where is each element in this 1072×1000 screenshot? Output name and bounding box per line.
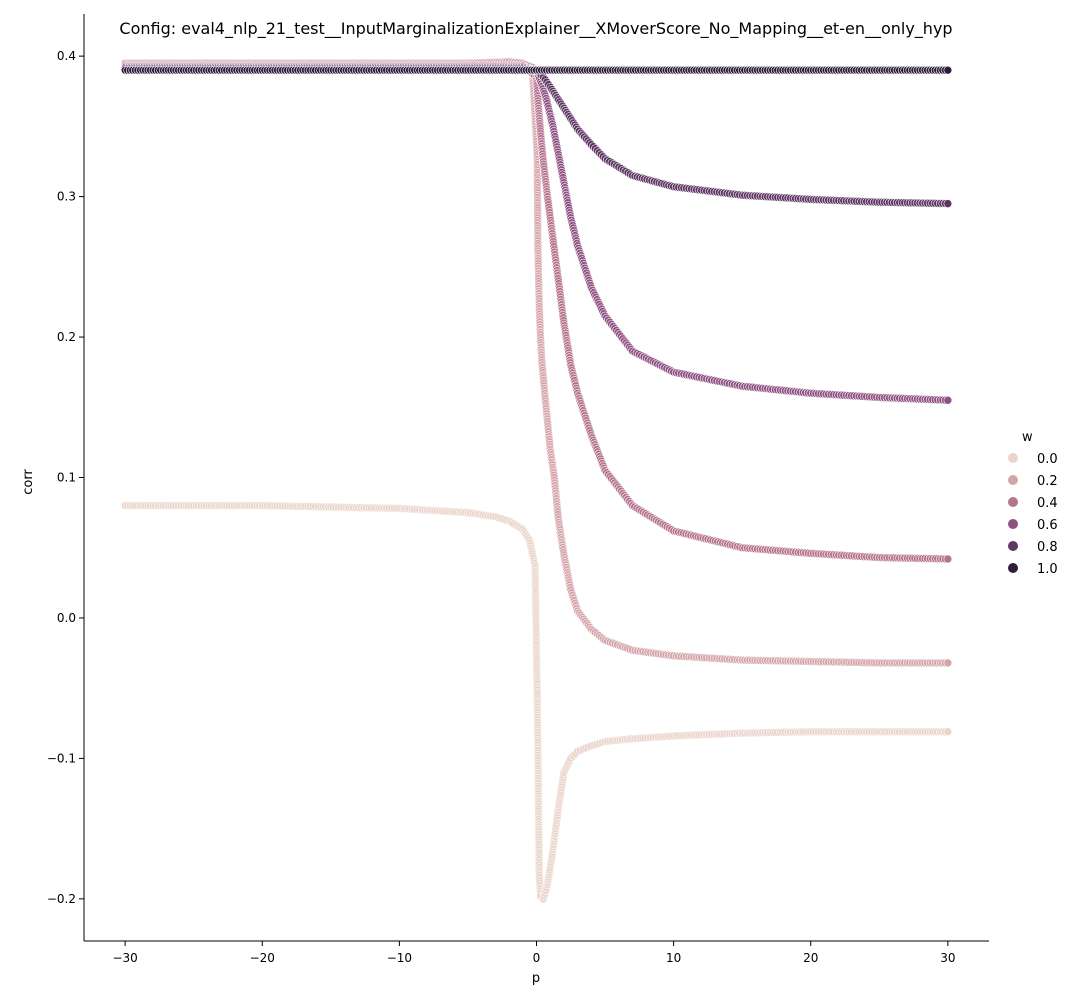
data-point xyxy=(943,727,953,737)
legend: w 0.0 0.2 0.4 0.6 0.8 1.0 xyxy=(1008,430,1058,577)
y-tick-label: 0.3 xyxy=(57,190,76,204)
legend-label: 0.4 xyxy=(1037,496,1058,511)
legend-marker xyxy=(1008,453,1018,463)
y-tick-label: −0.1 xyxy=(47,751,76,765)
x-axis-label: p xyxy=(532,971,540,986)
y-tick-label: 0.2 xyxy=(57,330,76,344)
legend-marker xyxy=(1008,497,1018,507)
data-point xyxy=(943,395,953,405)
data-point xyxy=(943,658,953,668)
data-point xyxy=(943,199,953,208)
chart-title: Config: eval4_nlp_21_test__InputMarginal… xyxy=(119,19,952,39)
y-tick-label: 0.4 xyxy=(57,49,76,63)
legend-label: 0.8 xyxy=(1037,540,1058,555)
legend-marker xyxy=(1008,541,1018,551)
x-ticks: −30 −20 −10 0 10 20 30 xyxy=(112,941,956,965)
x-tick-label: 0 xyxy=(533,951,541,965)
y-tick-label: 0.0 xyxy=(57,611,76,625)
x-tick-label: 30 xyxy=(940,951,955,965)
x-tick-label: 10 xyxy=(666,951,681,965)
legend-label: 1.0 xyxy=(1037,562,1058,577)
legend-label: 0.0 xyxy=(1037,452,1058,467)
legend-label: 0.2 xyxy=(1037,474,1058,489)
legend-label: 0.6 xyxy=(1037,518,1058,533)
y-ticks: −0.2 −0.1 0.0 0.1 0.2 0.3 0.4 xyxy=(47,49,84,906)
x-tick-label: 20 xyxy=(803,951,818,965)
legend-title: w xyxy=(1022,430,1033,445)
legend-marker xyxy=(1008,519,1018,529)
y-tick-label: 0.1 xyxy=(57,471,76,485)
x-tick-label: −10 xyxy=(387,951,412,965)
series-w-0 xyxy=(120,501,953,904)
points-layer xyxy=(120,57,953,904)
data-point xyxy=(943,554,953,564)
x-tick-label: −30 xyxy=(112,951,137,965)
legend-marker xyxy=(1008,563,1018,573)
series-w-1 xyxy=(120,65,953,75)
y-axis-label: corr xyxy=(21,469,36,495)
y-tick-label: −0.2 xyxy=(47,892,76,906)
legend-marker xyxy=(1008,475,1018,485)
data-point xyxy=(943,65,953,75)
x-tick-label: −20 xyxy=(250,951,275,965)
